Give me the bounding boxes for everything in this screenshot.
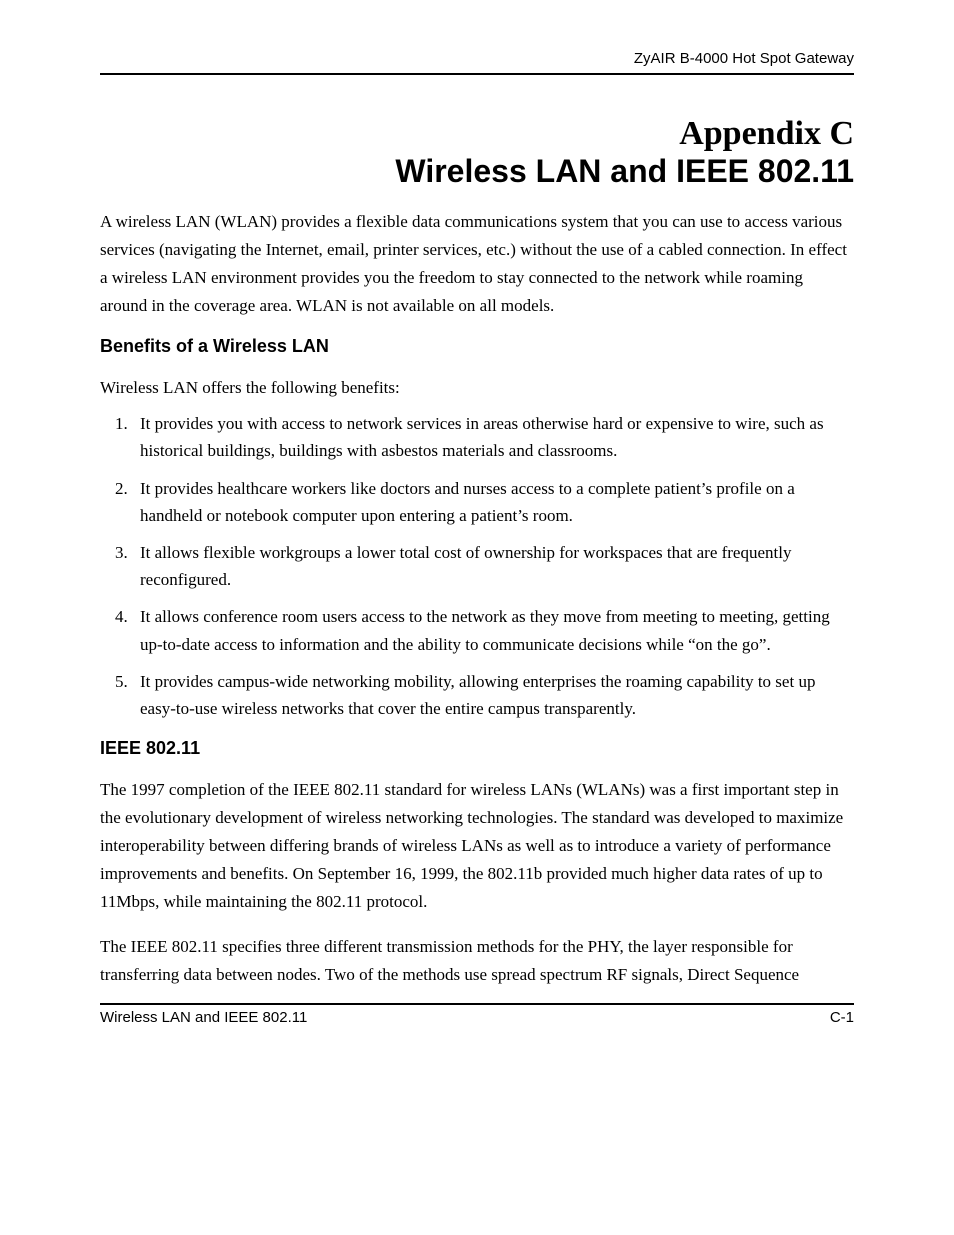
appendix-title: Wireless LAN and IEEE 802.11	[100, 153, 854, 190]
product-name: ZyAIR B-4000 Hot Spot Gateway	[634, 50, 854, 67]
page-footer: Wireless LAN and IEEE 802.11 C-1	[100, 1003, 854, 1026]
list-item: It allows flexible workgroups a lower to…	[132, 539, 854, 593]
list-item: It provides campus-wide networking mobil…	[132, 668, 854, 722]
ieee-paragraph-1: The 1997 completion of the IEEE 802.11 s…	[100, 776, 854, 916]
page-header: ZyAIR B-4000 Hot Spot Gateway	[100, 50, 854, 75]
footer-section-name: Wireless LAN and IEEE 802.11	[100, 1009, 307, 1026]
section-heading-benefits: Benefits of a Wireless LAN	[100, 336, 854, 357]
ieee-paragraph-2: The IEEE 802.11 specifies three differen…	[100, 933, 854, 989]
list-item: It allows conference room users access t…	[132, 603, 854, 657]
title-block: Appendix C Wireless LAN and IEEE 802.11	[100, 115, 854, 190]
benefits-list: It provides you with access to network s…	[100, 410, 854, 722]
section-heading-ieee: IEEE 802.11	[100, 738, 854, 759]
document-page: ZyAIR B-4000 Hot Spot Gateway Appendix C…	[0, 0, 954, 1026]
intro-paragraph: A wireless LAN (WLAN) provides a flexibl…	[100, 208, 854, 320]
list-item: It provides healthcare workers like doct…	[132, 475, 854, 529]
benefits-lead: Wireless LAN offers the following benefi…	[100, 374, 854, 402]
appendix-label: Appendix C	[100, 115, 854, 153]
footer-page-number: C-1	[830, 1009, 854, 1026]
list-item: It provides you with access to network s…	[132, 410, 854, 464]
